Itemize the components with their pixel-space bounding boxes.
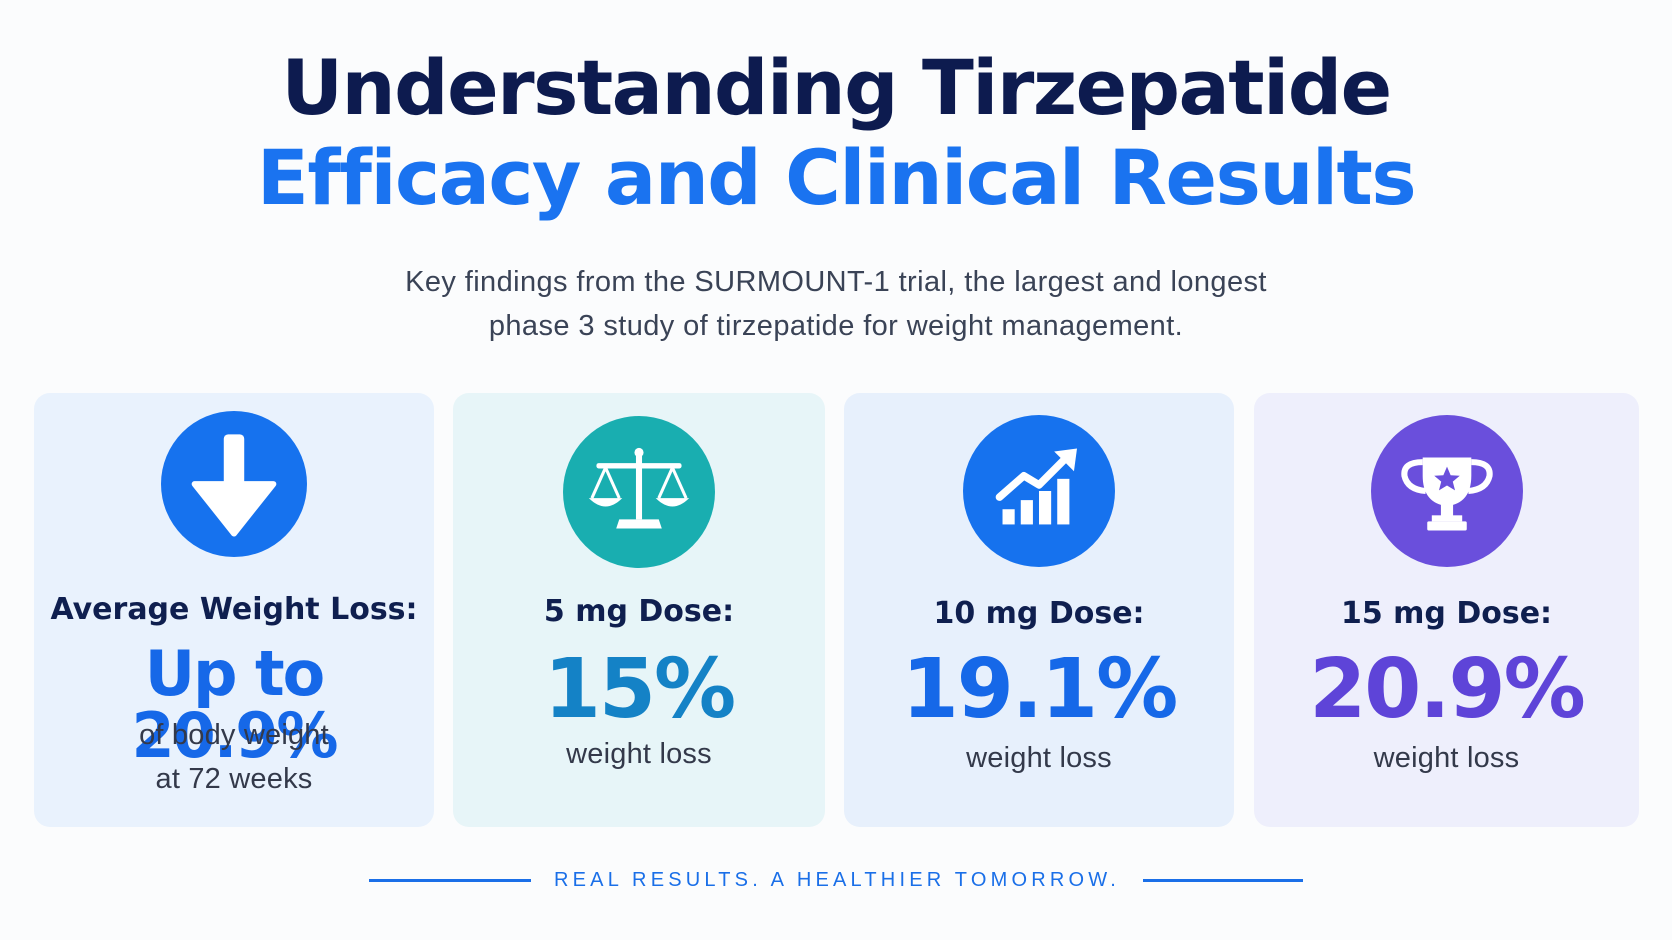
card-description: weight loss bbox=[1254, 736, 1639, 780]
stat-card-average-weight-loss: Average Weight Loss: Up to 20.9% of body… bbox=[34, 393, 434, 827]
stat-card-5mg-dose: 5 mg Dose: 15% weight loss bbox=[453, 393, 825, 827]
trophy-icon bbox=[1370, 415, 1523, 567]
card-label: Average Weight Loss: bbox=[50, 592, 418, 627]
card-value: Up to 20.9% bbox=[131, 637, 338, 772]
card-description-line-1: weight loss bbox=[966, 742, 1112, 774]
card-description: of body weight at 72 weeks bbox=[34, 713, 434, 801]
arrow-down-icon bbox=[161, 411, 307, 557]
stat-card-15mg-dose: 15 mg Dose: 20.9% weight loss bbox=[1254, 393, 1639, 827]
page-title-line-1: Understanding Tirzepatide bbox=[281, 43, 1392, 132]
balance-scale-icon bbox=[563, 416, 715, 568]
card-description: weight loss bbox=[453, 732, 825, 776]
growth-chart-icon bbox=[963, 415, 1115, 567]
card-description: weight loss bbox=[844, 736, 1234, 780]
card-description-line-2: at 72 weeks bbox=[155, 763, 313, 795]
card-value: 20.9% bbox=[1309, 642, 1585, 737]
card-label: 15 mg Dose: bbox=[1340, 596, 1553, 631]
footer-tagline: REAL RESULTS. A HEALTHIER TOMORROW. bbox=[554, 869, 1120, 891]
subtitle-line-2: phase 3 study of tirzepatide for weight … bbox=[488, 310, 1184, 342]
page-title-line-2: Efficacy and Clinical Results bbox=[256, 133, 1417, 222]
card-value: 15% bbox=[543, 642, 736, 737]
subtitle: Key findings from the SURMOUNT-1 trial, … bbox=[0, 260, 1672, 348]
footer-divider-right bbox=[1143, 879, 1303, 882]
card-description-line-1: of body weight bbox=[139, 719, 329, 751]
card-description-line-1: weight loss bbox=[1373, 742, 1520, 774]
stat-card-10mg-dose: 10 mg Dose: 19.1% weight loss bbox=[844, 393, 1234, 827]
card-description-line-1: weight loss bbox=[566, 738, 712, 770]
card-label: 10 mg Dose: bbox=[933, 596, 1145, 631]
card-value: 19.1% bbox=[901, 642, 1178, 737]
card-label: 5 mg Dose: bbox=[543, 594, 735, 629]
subtitle-line-1: Key findings from the SURMOUNT-1 trial, … bbox=[405, 266, 1267, 298]
footer-divider-left bbox=[369, 879, 531, 882]
